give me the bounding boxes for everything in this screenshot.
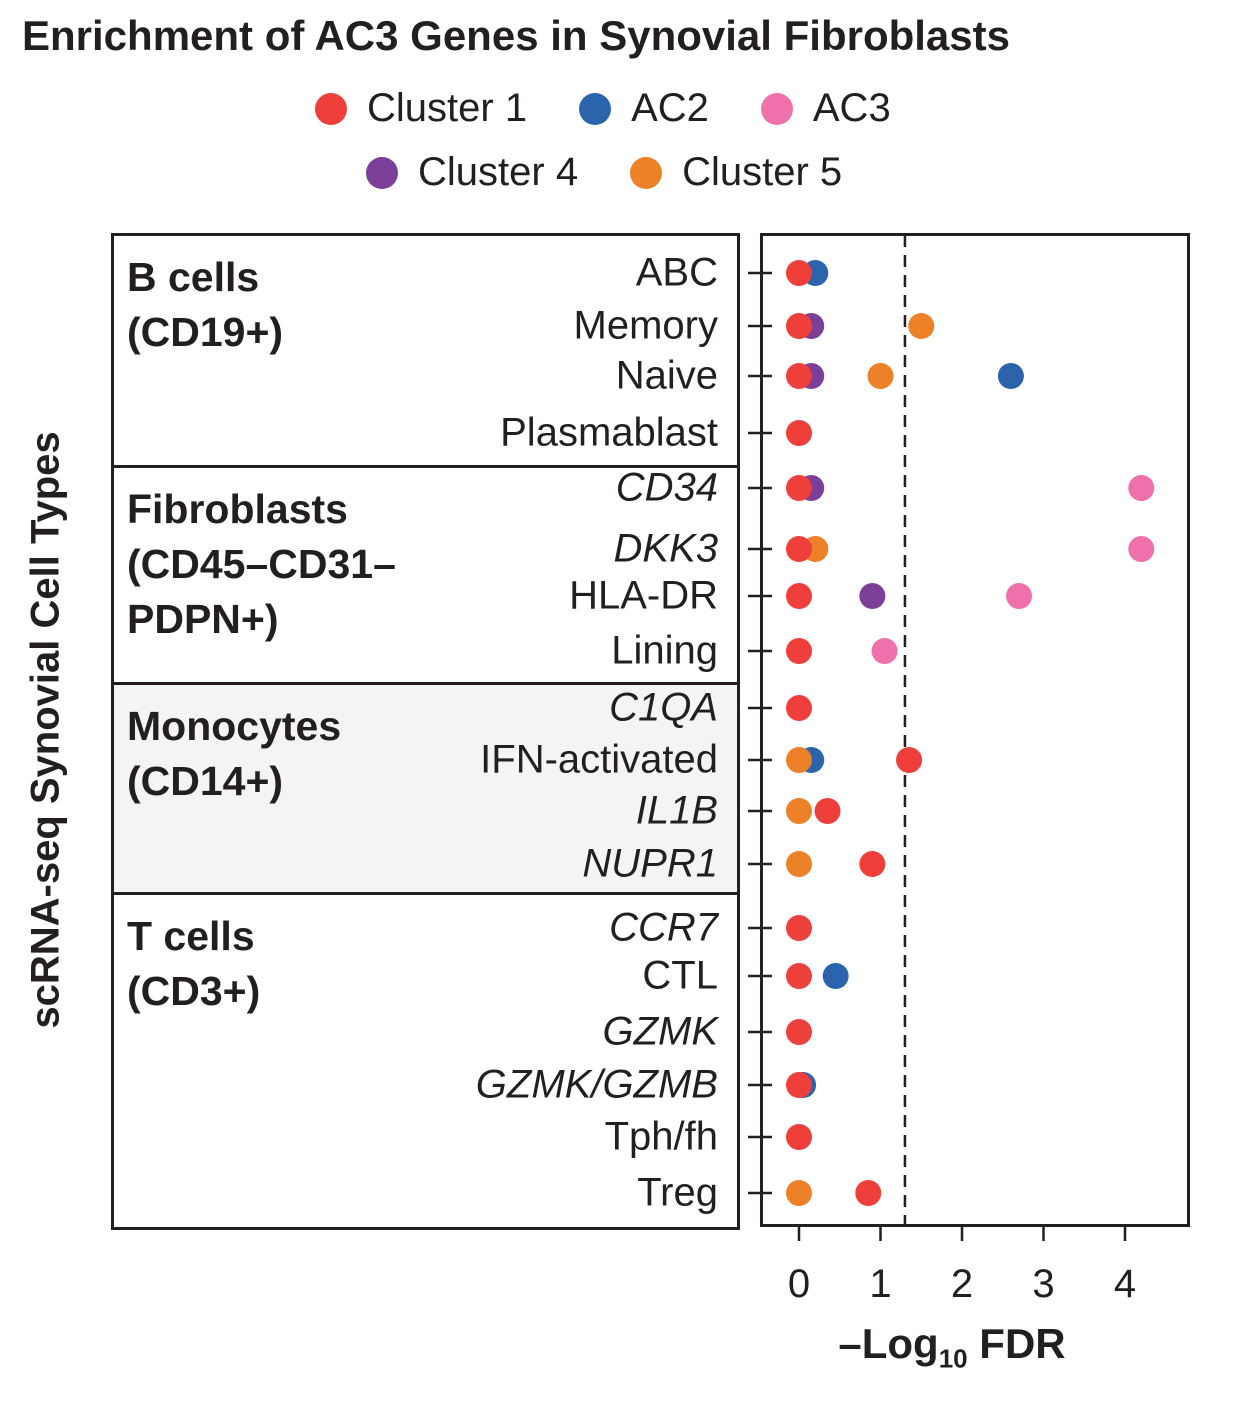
legend-label: Cluster 5 — [682, 150, 843, 194]
row-label: CCR7 — [609, 905, 718, 950]
x-tick-label: 3 — [1032, 1262, 1055, 1306]
data-point — [786, 1072, 812, 1098]
legend-label: AC3 — [812, 86, 891, 130]
data-point — [786, 260, 812, 286]
legend-label: Cluster 4 — [418, 150, 579, 194]
data-point — [997, 363, 1024, 389]
data-point — [867, 363, 894, 389]
data-point — [786, 747, 812, 773]
group-name: B cells (CD19+) — [127, 254, 284, 355]
group-name: T cells (CD3+) — [127, 913, 261, 1014]
data-point — [786, 475, 812, 501]
row-label: GZMK — [602, 1009, 718, 1054]
group-box: B cells (CD19+) — [111, 233, 740, 468]
group-box: Monocytes (CD14+) — [111, 682, 740, 895]
group-name: Fibroblasts (CD45–CD31– PDPN+) — [127, 486, 396, 642]
data-point — [871, 638, 898, 664]
row-label: ABC — [635, 250, 718, 295]
data-point — [814, 798, 841, 824]
legend-marker — [630, 156, 663, 189]
data-point — [786, 638, 812, 664]
x-axis-label-subscript: 10 — [938, 1343, 968, 1374]
data-point — [859, 583, 886, 609]
row-label: Memory — [573, 303, 718, 348]
legend-marker — [760, 92, 793, 125]
legend-item: Cluster 1 — [315, 86, 527, 131]
legend-item: AC3 — [760, 86, 891, 131]
legend-marker — [366, 156, 398, 189]
data-point — [786, 363, 812, 389]
x-tick-label: 0 — [787, 1262, 811, 1306]
x-axis-label: –Log10 FDR — [838, 1320, 1065, 1374]
data-point — [786, 851, 812, 877]
x-tick-label: 1 — [869, 1262, 892, 1306]
row-label: Naive — [615, 353, 718, 398]
data-point — [786, 1180, 812, 1206]
data-point — [908, 313, 935, 339]
group-box: T cells (CD3+) — [111, 892, 740, 1230]
data-point — [1128, 475, 1155, 501]
row-label: IL1B — [635, 788, 718, 833]
data-point — [786, 1124, 812, 1150]
row-label: Treg — [637, 1170, 718, 1215]
group-name: Monocytes (CD14+) — [127, 703, 342, 804]
data-point — [786, 1019, 812, 1045]
data-point — [855, 1180, 882, 1206]
legend-item: Cluster 5 — [630, 150, 842, 195]
row-label: DKK3 — [613, 526, 719, 571]
legend-row-1: Cluster 1 AC2 AC3 — [315, 86, 891, 131]
legend-label: AC2 — [631, 86, 709, 130]
data-point — [786, 536, 812, 562]
data-point — [786, 420, 812, 446]
row-label: IFN-activated — [480, 737, 718, 782]
plot-frame — [760, 233, 1190, 1227]
row-label: CTL — [642, 953, 718, 998]
data-point — [896, 747, 923, 773]
row-label: CD34 — [615, 465, 718, 510]
x-axis-label-main: –Log — [838, 1320, 939, 1367]
row-label: HLA-DR — [569, 573, 718, 618]
row-label: Lining — [611, 628, 718, 673]
data-point — [786, 915, 812, 941]
chart-title: Enrichment of AC3 Genes in Synovial Fibr… — [22, 12, 1010, 59]
legend-marker — [315, 92, 347, 125]
legend-marker — [579, 92, 612, 125]
x-axis-label-tail: FDR — [967, 1320, 1066, 1367]
legend-item: Cluster 4 — [366, 150, 578, 195]
legend-item: AC2 — [579, 86, 709, 131]
row-label: C1QA — [609, 685, 718, 730]
data-point — [822, 963, 849, 989]
legend-label: Cluster 1 — [367, 86, 528, 130]
data-point — [1006, 583, 1033, 609]
data-point — [859, 851, 886, 877]
legend-row-2: Cluster 4 Cluster 5 — [366, 150, 842, 195]
x-tick-label: 2 — [950, 1262, 974, 1306]
x-tick-label: 4 — [1113, 1262, 1137, 1306]
data-point — [786, 695, 812, 721]
data-point — [786, 963, 812, 989]
row-label: Plasmablast — [500, 410, 718, 455]
data-point — [786, 313, 812, 339]
row-label: NUPR1 — [582, 841, 718, 886]
row-label: Tph/fh — [604, 1114, 718, 1159]
row-label: GZMK/GZMB — [475, 1062, 718, 1107]
data-point — [786, 583, 812, 609]
data-point — [1128, 536, 1155, 562]
data-point — [786, 798, 812, 824]
group-box: Fibroblasts (CD45–CD31– PDPN+) — [111, 465, 740, 685]
